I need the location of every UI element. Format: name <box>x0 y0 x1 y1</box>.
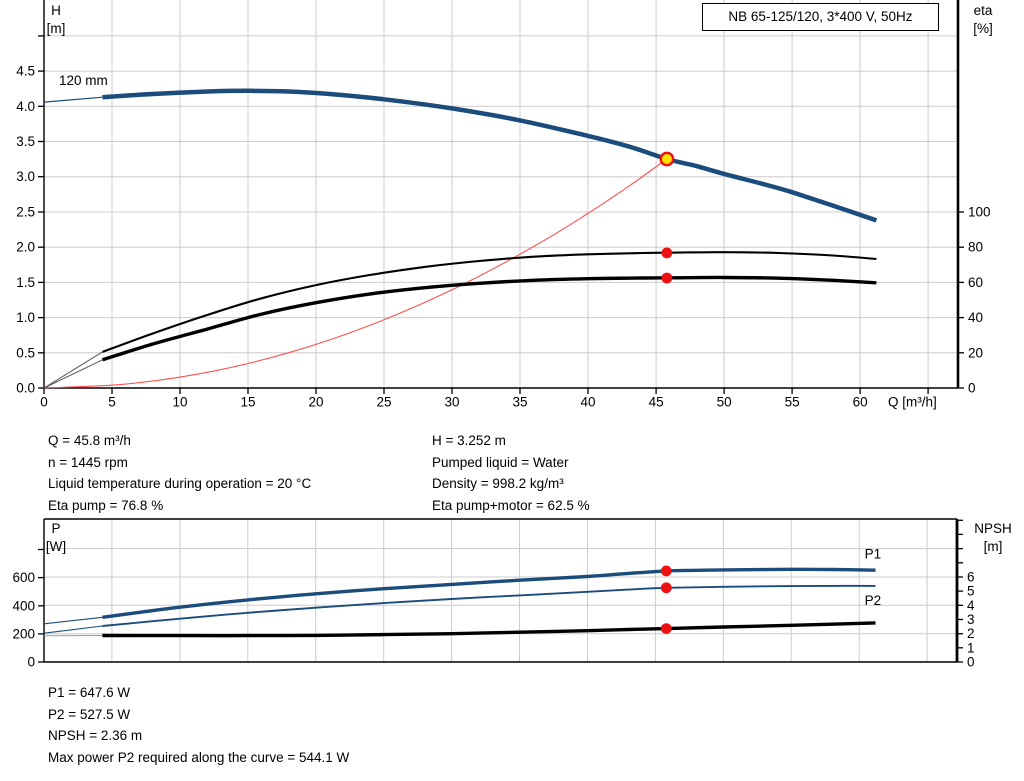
x-tick-label: 55 <box>785 395 800 410</box>
right-tick-label: 100 <box>968 205 991 220</box>
right-tick-label: 2 <box>967 626 975 641</box>
right-tick-label: 0 <box>968 381 976 396</box>
eta-axis-symbol: eta <box>973 3 993 18</box>
right-tick-label: 1 <box>967 640 975 655</box>
duty-flow-line: Q = 45.8 m³/h <box>48 433 131 448</box>
p2-point <box>660 582 672 594</box>
head-axis-unit: [m] <box>46 21 66 36</box>
system-curve <box>43 158 668 389</box>
left-tick-label: 1.5 <box>16 275 35 290</box>
x-tick-label: 35 <box>512 395 527 410</box>
p2-value-line: P2 = 527.5 W <box>48 706 131 722</box>
duty-data-right-column: H = 3.252 m Pumped liquid = Water Densit… <box>432 430 590 517</box>
power-data-block: P1 = 647.6 W P2 = 527.5 W NPSH = 2.36 m … <box>48 682 349 769</box>
head-axis-label: H [m] <box>34 2 78 38</box>
x-tick-label: 5 <box>108 395 116 410</box>
npsh-curve <box>102 621 876 638</box>
right-tick-label: 4 <box>967 598 975 613</box>
left-tick-label: 600 <box>12 570 35 585</box>
npsh-axis-unit: [m] <box>983 539 1003 554</box>
duty-eta-total-line: Eta pump+motor = 62.5 % <box>432 498 590 514</box>
x-tick-label: 60 <box>853 395 868 410</box>
duty-temperature-line: Liquid temperature during operation = 20… <box>48 476 312 492</box>
power-axis-unit: [W] <box>45 539 67 554</box>
x-tick-label: 50 <box>717 395 732 410</box>
right-tick-label: 20 <box>968 345 983 360</box>
left-tick-label: 2.0 <box>16 240 35 255</box>
right-tick-label: 5 <box>967 584 975 599</box>
left-tick-label: 4.0 <box>16 99 35 114</box>
duty-point <box>659 151 675 167</box>
eta-axis-label: eta [%] <box>958 2 1008 38</box>
p2-curve-label: P2 <box>865 593 882 608</box>
duty-eta-pump-line: Eta pump = 76.8 % <box>48 498 164 514</box>
x-tick-label: 0 <box>40 395 48 410</box>
x-tick-label: 25 <box>376 395 391 410</box>
p2-connector <box>43 625 103 634</box>
p1-curve <box>102 567 876 619</box>
eta-axis-unit: [%] <box>973 21 993 36</box>
x-tick-label: 40 <box>580 395 595 410</box>
npsh-axis-label: NPSH [m] <box>964 520 1022 556</box>
power-axis-label: P [W] <box>34 520 78 556</box>
left-tick-label: 400 <box>12 598 35 613</box>
duty-liquid-line: Pumped liquid = Water <box>432 454 569 470</box>
x-tick-label: 45 <box>649 395 664 410</box>
x-tick-label: 20 <box>308 395 323 410</box>
left-tick-label: 3.0 <box>16 169 35 184</box>
eta-pump-connector <box>43 351 103 389</box>
eta-pump-motor-point <box>661 272 673 284</box>
npsh-value-line: NPSH = 2.36 m <box>48 728 143 744</box>
left-tick-label: 200 <box>12 626 35 641</box>
right-tick-label: 6 <box>967 570 975 585</box>
x-axis-title: Q [m³/h] <box>888 395 937 410</box>
duty-head-line: H = 3.252 m <box>432 433 506 448</box>
eta-pump-point <box>661 247 673 259</box>
npsh-point <box>660 623 672 634</box>
npsh-axis-symbol: NPSH <box>974 521 1012 536</box>
pump-curve-connector <box>43 96 103 103</box>
right-tick-label: 0 <box>967 655 975 670</box>
head-axis-symbol: H <box>51 3 61 18</box>
pump-title-box: NB 65-125/120, 3*400 V, 50Hz <box>702 3 939 31</box>
left-tick-label: 0.0 <box>16 381 35 396</box>
left-tick-label: 2.5 <box>16 205 35 220</box>
eta-pump-motor-connector <box>43 359 103 389</box>
pump-curve-120mm <box>102 88 878 223</box>
left-tick-label: 1.0 <box>16 310 35 325</box>
duty-speed-line: n = 1445 rpm <box>48 454 128 470</box>
right-tick-label: 80 <box>968 240 983 255</box>
left-tick-label: 0.5 <box>16 345 35 360</box>
x-tick-label: 30 <box>444 395 459 410</box>
p2-curve <box>102 584 876 627</box>
p1-point <box>660 565 672 577</box>
right-tick-label: 60 <box>968 275 983 290</box>
x-tick-label: 15 <box>240 395 255 410</box>
left-tick-label: 3.5 <box>16 134 35 149</box>
right-tick-label: 40 <box>968 310 983 325</box>
max-power-line: Max power P2 required along the curve = … <box>48 750 350 766</box>
eta-pump-motor-curve <box>101 275 877 362</box>
impeller-diameter-label: 120 mm <box>59 73 108 88</box>
p1-value-line: P1 = 647.6 W <box>48 685 131 700</box>
p1-curve-label: P1 <box>865 547 882 562</box>
duty-density-line: Density = 998.2 kg/m³ <box>432 476 564 492</box>
duty-data-left-column: Q = 45.8 m³/h n = 1445 rpm Liquid temper… <box>48 430 311 517</box>
left-tick-label: 0 <box>27 655 35 670</box>
p1-connector <box>43 616 103 625</box>
eta-pump-curve <box>102 251 877 353</box>
right-tick-label: 3 <box>967 612 975 627</box>
x-tick-label: 10 <box>172 395 187 410</box>
left-tick-label: 4.5 <box>16 64 35 79</box>
power-axis-symbol: P <box>51 521 61 536</box>
